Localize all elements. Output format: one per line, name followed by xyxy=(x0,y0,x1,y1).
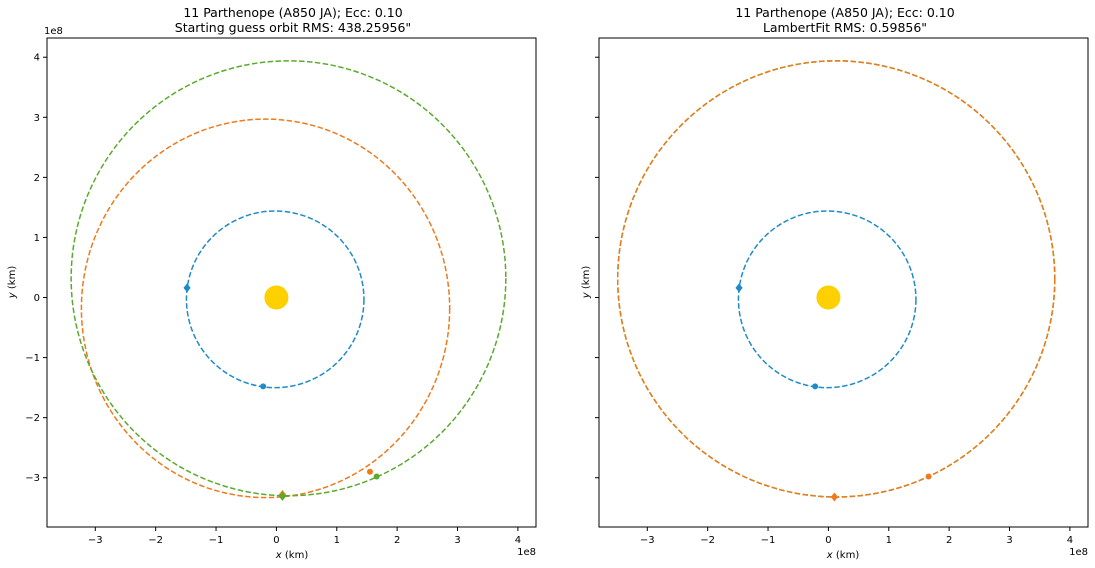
left-title-line1: 11 Parthenope (A850 JA); Ecc: 0.10 xyxy=(183,5,402,20)
left-y-axis-unit: (km) xyxy=(7,266,18,293)
right-point-diamond-2 xyxy=(830,492,839,502)
left-orbit-plot: 11 Parthenope (A850 JA); Ecc: 0.10 Start… xyxy=(7,5,537,561)
left-y-axis-var: y xyxy=(7,291,18,299)
right-x-offset-text: 1e8 xyxy=(1069,547,1088,558)
right-x-tick-label: −3 xyxy=(640,535,655,546)
right-y-axis-var: y xyxy=(581,291,592,299)
left-x-tick-label: 2 xyxy=(394,535,400,546)
left-y-tick-label: −2 xyxy=(25,413,40,424)
right-x-axis-unit: (km) xyxy=(833,550,860,561)
right-x-tick-label: −1 xyxy=(761,535,776,546)
left-y-tick-label: 2 xyxy=(34,173,40,184)
left-x-tick-label: 1 xyxy=(334,535,340,546)
right-x-tick-label: 1 xyxy=(886,535,892,546)
right-point-dot-3 xyxy=(925,473,932,480)
left-x-tick-label: 0 xyxy=(273,535,279,546)
left-y-tick-label: 4 xyxy=(34,53,40,64)
left-point-diamond-4 xyxy=(278,491,287,501)
left-y-axis-label: y (km) xyxy=(7,266,18,300)
left-y-tick-label: 1 xyxy=(34,233,40,244)
left-point-dot-1 xyxy=(260,383,267,390)
right-x-tick-label: 4 xyxy=(1067,535,1073,546)
right-y-axis-label: y (km) xyxy=(581,266,592,300)
left-x-axis-label: x (km) xyxy=(275,550,309,561)
right-orbit-plot: 11 Parthenope (A850 JA); Ecc: 0.10 Lambe… xyxy=(581,5,1089,561)
left-point-dot-3 xyxy=(366,468,373,475)
left-point-dot-5 xyxy=(373,473,380,480)
right-title-line2: LambertFit RMS: 0.59856" xyxy=(763,20,927,35)
right-sun-marker xyxy=(816,285,841,310)
right-x-tick-label: 0 xyxy=(825,535,831,546)
left-x-tick-label: −3 xyxy=(88,535,103,546)
left-x-tick-label: 4 xyxy=(515,535,521,546)
right-orbit-0 xyxy=(737,210,917,389)
left-axes-frame xyxy=(46,37,537,528)
left-y-tick-label: 3 xyxy=(34,113,40,124)
right-point-diamond-0 xyxy=(735,283,743,293)
left-sun-marker xyxy=(264,285,289,310)
left-x-offset-text: 1e8 xyxy=(517,547,536,558)
right-x-tick-label: 3 xyxy=(1006,535,1012,546)
right-axes-frame xyxy=(598,37,1089,528)
left-orbit-2 xyxy=(70,60,507,497)
left-x-tick-label: −1 xyxy=(209,535,224,546)
right-x-axis-label: x (km) xyxy=(826,550,860,561)
left-y-tick-label: 0 xyxy=(34,293,40,304)
left-x-tick-label: 3 xyxy=(454,535,460,546)
right-x-axis-var: x xyxy=(826,550,833,561)
left-x-tick-label: −2 xyxy=(148,535,163,546)
left-orbit-0 xyxy=(185,210,365,389)
left-x-axis-unit: (km) xyxy=(282,550,309,561)
right-title-line1: 11 Parthenope (A850 JA); Ecc: 0.10 xyxy=(735,5,954,20)
left-y-tick-label: −1 xyxy=(25,353,40,364)
right-point-dot-1 xyxy=(812,383,819,390)
left-x-axis-var: x xyxy=(275,550,282,561)
left-y-tick-label: −3 xyxy=(25,473,40,484)
left-point-diamond-0 xyxy=(183,283,191,293)
left-y-offset-text: 1e8 xyxy=(44,26,63,37)
left-title-line2: Starting guess orbit RMS: 438.25956" xyxy=(175,20,411,35)
right-x-tick-label: −2 xyxy=(700,535,715,546)
right-x-tick-label: 2 xyxy=(946,535,952,546)
right-y-axis-unit: (km) xyxy=(581,266,592,293)
left-orbit-1 xyxy=(80,118,451,499)
